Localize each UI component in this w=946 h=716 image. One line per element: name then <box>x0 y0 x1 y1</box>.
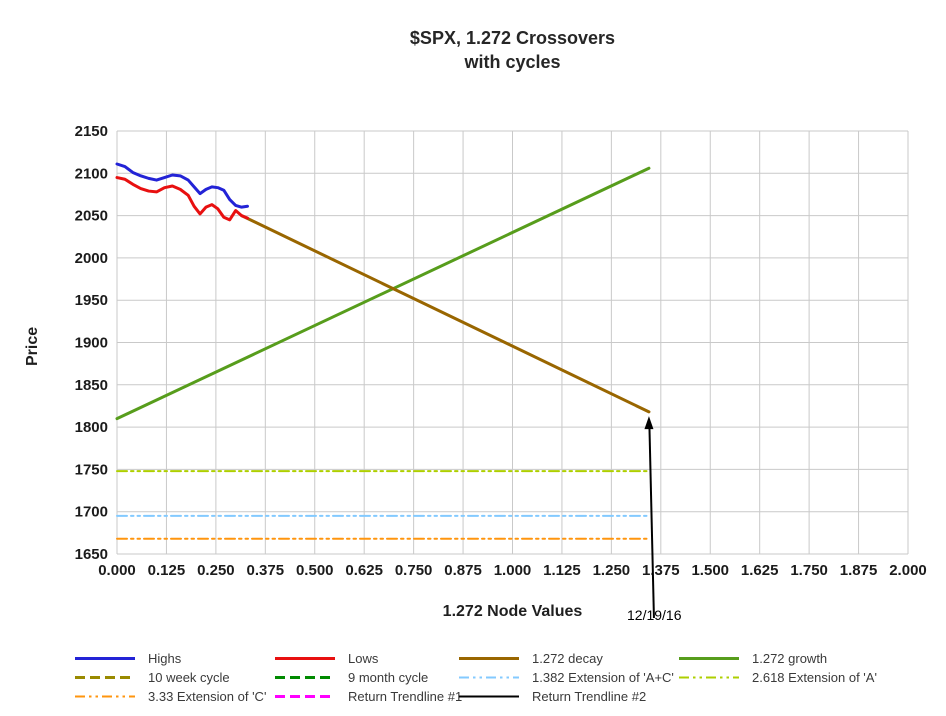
x-tick-label: 0.875 <box>444 562 482 579</box>
x-tick-label: 0.250 <box>197 562 235 579</box>
legend-item-return-trendline-1: Return Trendline #1 <box>275 688 463 704</box>
legend-swatch-2-618-extension-of-a <box>679 676 739 678</box>
legend-label-1-272-growth: 1.272 growth <box>752 650 828 666</box>
annotation-arrow-head <box>644 416 654 430</box>
y-tick-label: 1750 <box>75 461 108 478</box>
y-tick-label: 2050 <box>75 208 108 225</box>
legend-label-lows: Lows <box>348 650 379 666</box>
legend-label-2-618-extension-of-a: 2.618 Extension of 'A' <box>752 669 877 685</box>
legend-item-2-618-extension-of-a: 2.618 Extension of 'A' <box>679 669 941 685</box>
legend-item-3-33-extension-of-c: 3.33 Extension of 'C' <box>75 688 275 704</box>
chart-legend: Highs Lows 1.272 decay 1.272 growth 10 week … <box>75 650 941 704</box>
y-tick-label: 2100 <box>75 165 108 182</box>
x-axis-title: 1.272 Node Values <box>442 603 583 620</box>
y-tick-label: 1700 <box>75 504 108 521</box>
legend-item-return-trendline-2: Return Trendline #2 <box>459 688 679 704</box>
x-tick-label: 1.375 <box>642 562 680 579</box>
legend-item-1-382-extension-of-a-c: 1.382 Extension of 'A+C' <box>459 669 679 685</box>
legend-label-10-week-cycle: 10 week cycle <box>148 669 230 685</box>
y-tick-label: 1900 <box>75 335 108 352</box>
legend-swatch-10-week-cycle <box>75 675 135 679</box>
x-tick-label: 0.000 <box>98 562 136 579</box>
y-tick-label: 1950 <box>75 292 108 309</box>
x-tick-label: 1.750 <box>790 562 828 579</box>
legend-swatch-1-272-decay <box>459 656 519 660</box>
legend-item-lows: Lows <box>275 650 459 666</box>
y-tick-label: 1800 <box>75 419 108 436</box>
legend-label-3-33-extension-of-c: 3.33 Extension of 'C' <box>148 688 267 704</box>
chart-title-line-1: $SPX, 1.272 Crossovers <box>409 28 616 48</box>
legend-label-1-272-decay: 1.272 decay <box>532 650 603 666</box>
x-tick-label: 0.125 <box>148 562 186 579</box>
y-tick-label: 2000 <box>75 250 108 267</box>
legend-item-highs: Highs <box>75 650 275 666</box>
legend-label-9-month-cycle: 9 month cycle <box>348 669 429 685</box>
series-line-highs <box>115 162 250 209</box>
legend-swatch-1-272-growth <box>679 656 739 660</box>
x-tick-label: 1.250 <box>593 562 631 579</box>
annotation-date-label: 12/19/16 <box>627 607 682 623</box>
x-tick-label: 2.000 <box>889 562 927 579</box>
x-tick-label: 0.625 <box>345 562 383 579</box>
series-line-lows <box>115 176 250 222</box>
x-tick-label: 1.625 <box>741 562 779 579</box>
legend-swatch-9-month-cycle <box>275 675 335 679</box>
y-tick-label: 1850 <box>75 377 108 394</box>
x-tick-label: 1.000 <box>494 562 532 579</box>
legend-swatch-highs <box>75 656 135 660</box>
chart-title: $SPX, 1.272 Crossovers with cycles <box>117 26 908 75</box>
chart-title-line-2: with cycles <box>464 52 561 73</box>
legend-swatch-return-trendline-2 <box>459 695 519 697</box>
x-tick-label: 1.125 <box>543 562 581 579</box>
legend-swatch-lows <box>275 656 335 660</box>
series-line-1-272-decay <box>240 214 651 414</box>
legend-item-9-month-cycle: 9 month cycle <box>275 669 459 685</box>
x-tick-label: 0.500 <box>296 562 334 579</box>
legend-label-return-trendline-2: Return Trendline #2 <box>532 688 647 704</box>
x-tick-label: 1.500 <box>691 562 729 579</box>
legend-item-1-272-decay: 1.272 decay <box>459 650 679 666</box>
legend-label-return-trendline-1: Return Trendline #1 <box>348 688 463 704</box>
y-axis-title: Price <box>24 326 41 366</box>
legend-swatch-return-trendline-1 <box>275 694 335 698</box>
x-tick-label: 0.750 <box>395 562 433 579</box>
legend-swatch-3-33-extension-of-c <box>75 695 135 697</box>
x-tick-label: 1.875 <box>840 562 878 579</box>
y-tick-label: 1650 <box>75 546 108 563</box>
annotation-arrow-line <box>648 427 655 619</box>
legend-swatch-1-382-extension-of-a-c <box>459 676 519 678</box>
legend-label-1-382-extension-of-a-c: 1.382 Extension of 'A+C' <box>532 669 674 685</box>
x-tick-label: 0.375 <box>247 562 285 579</box>
legend-item-10-week-cycle: 10 week cycle <box>75 669 275 685</box>
y-tick-label: 2150 <box>75 123 108 140</box>
legend-item-1-272-growth: 1.272 growth <box>679 650 941 666</box>
series-line-1-272-growth <box>115 166 651 421</box>
legend-label-highs: Highs <box>148 650 182 666</box>
